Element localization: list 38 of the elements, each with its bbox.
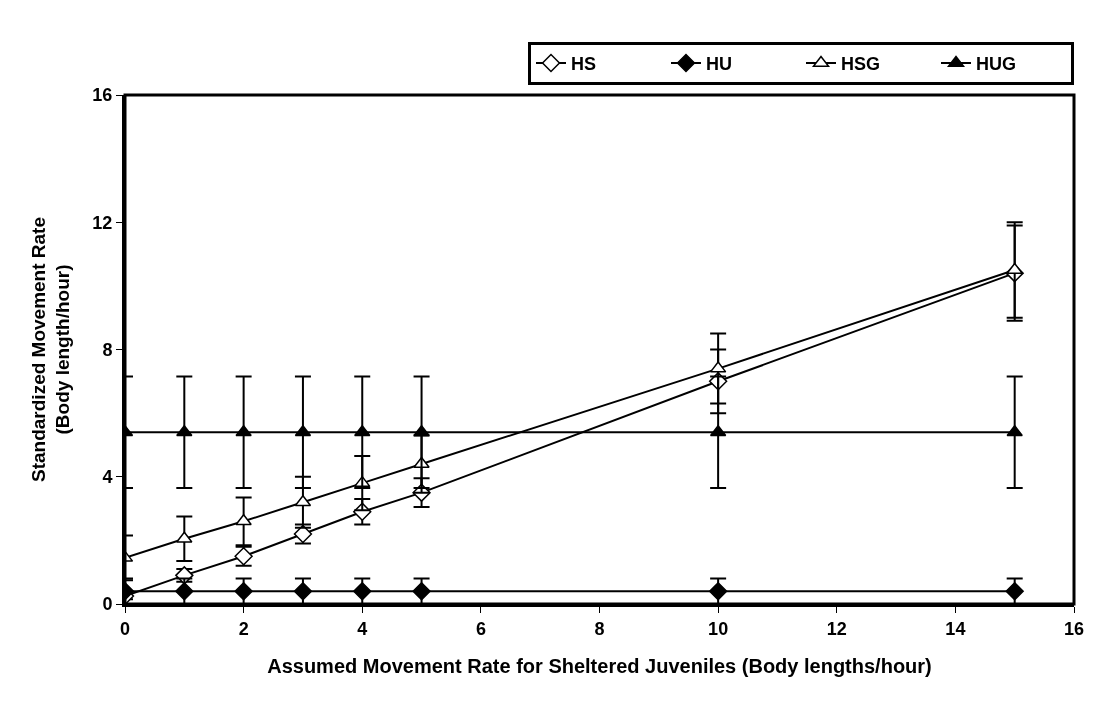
y-tick-label: 8 bbox=[102, 339, 113, 360]
point bbox=[176, 424, 193, 437]
point bbox=[235, 514, 252, 526]
point bbox=[175, 582, 194, 601]
point bbox=[1006, 424, 1023, 437]
x-tick-label: 6 bbox=[475, 618, 486, 639]
x-tick-label: 0 bbox=[119, 618, 131, 639]
point bbox=[1006, 262, 1023, 274]
y-axis-title: Standardized Movement Rate (Body length/hour) bbox=[27, 217, 74, 482]
y-tick-label: 4 bbox=[102, 467, 113, 488]
x-axis-title: Assumed Movement Rate for Sheltered Juveniles (Body lengths/hour) bbox=[267, 655, 932, 678]
point bbox=[294, 494, 312, 507]
point bbox=[353, 582, 372, 601]
x-tick-label: 8 bbox=[594, 618, 605, 639]
point bbox=[709, 424, 727, 437]
point bbox=[413, 424, 430, 437]
legend-label: HS bbox=[571, 54, 597, 75]
y-tick-label: 0 bbox=[102, 594, 113, 615]
y-tick-label: 12 bbox=[92, 212, 113, 233]
point bbox=[1005, 582, 1024, 601]
x-tick-label: 14 bbox=[945, 618, 966, 639]
y-tick-label: 16 bbox=[92, 85, 113, 106]
point bbox=[353, 424, 371, 437]
point bbox=[412, 582, 431, 601]
x-tick-label: 4 bbox=[357, 618, 368, 639]
legend-label: HSG bbox=[841, 54, 881, 75]
point bbox=[235, 424, 252, 437]
point bbox=[293, 582, 313, 601]
legend-label: HU bbox=[706, 54, 732, 75]
x-tick-label: 16 bbox=[1063, 618, 1085, 639]
point bbox=[708, 582, 728, 601]
point bbox=[234, 582, 253, 601]
x-tick-label: 10 bbox=[708, 618, 729, 639]
point bbox=[176, 531, 193, 543]
x-tick-label: 2 bbox=[238, 618, 249, 639]
x-tick-label: 12 bbox=[826, 618, 847, 639]
point bbox=[294, 424, 312, 437]
legend-label: HUG bbox=[976, 54, 1016, 75]
